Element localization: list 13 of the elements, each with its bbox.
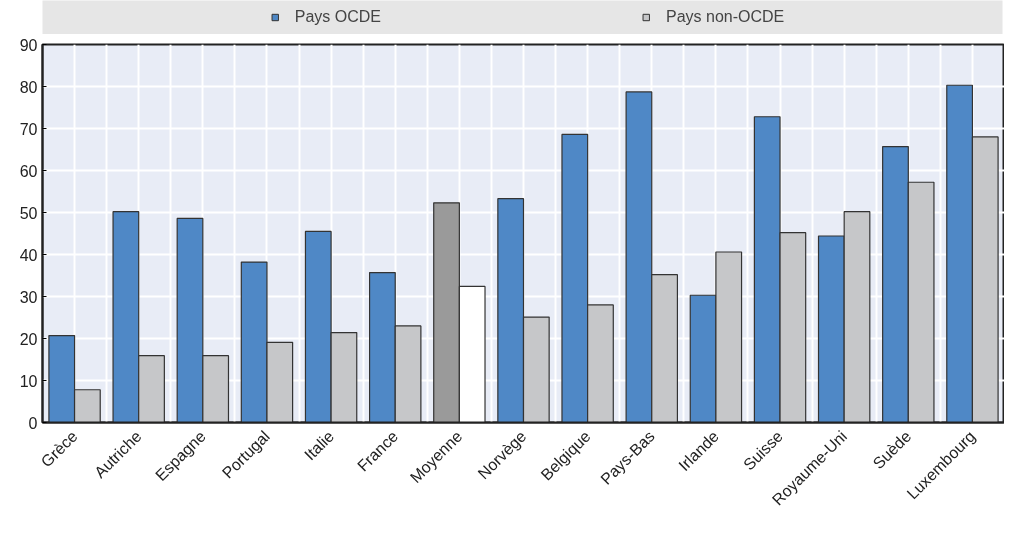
y-tick-label: 70 — [19, 120, 38, 138]
y-tick-label: 40 — [19, 246, 38, 264]
y-tick-label: 80 — [19, 78, 38, 96]
legend-label: Pays OCDE — [294, 8, 381, 26]
legend-label: Pays non-OCDE — [665, 8, 785, 26]
y-tick-label: 60 — [19, 162, 38, 180]
y-tick-label: 90 — [19, 36, 38, 54]
y-tick-label: 50 — [19, 204, 38, 222]
y-tick-label: 20 — [19, 330, 38, 348]
y-tick-label: 10 — [19, 372, 38, 390]
y-tick-label: 30 — [19, 288, 38, 306]
y-tick-label: 0 — [28, 414, 38, 432]
x-tick-label: Italie — [301, 427, 338, 464]
